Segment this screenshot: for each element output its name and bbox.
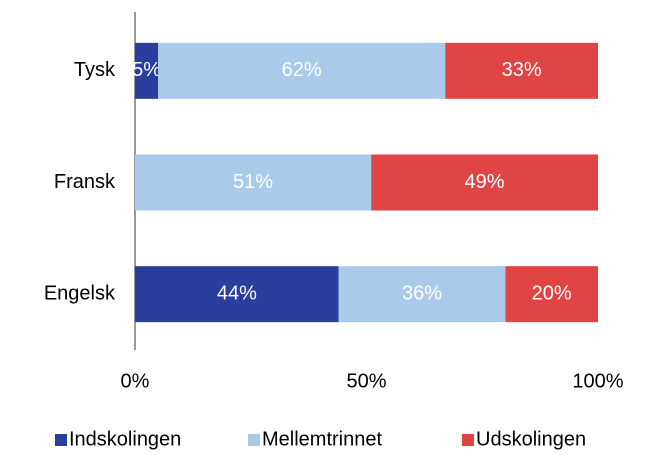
data-label: 51% [233, 171, 273, 193]
legend-marker [55, 434, 67, 446]
bar-segment [371, 154, 598, 211]
bar-segment [338, 266, 506, 323]
data-label: 62% [282, 59, 322, 81]
x-tick-label: 0% [121, 370, 150, 392]
data-label: 33% [502, 59, 542, 81]
legend-label: Indskolingen [69, 428, 181, 450]
bar-segment [445, 42, 598, 99]
legend-marker [462, 434, 474, 446]
bar-segment [135, 154, 372, 211]
y-tick-label: Engelsk [44, 282, 116, 304]
y-tick-label: Fransk [54, 171, 116, 193]
bar-segment [505, 266, 598, 323]
x-tick-label: 100% [572, 370, 623, 392]
legend-label: Mellemtrinnet [262, 428, 382, 450]
legend-label: Udskolingen [476, 428, 586, 450]
data-label: 36% [402, 282, 442, 304]
data-label: 49% [465, 171, 505, 193]
data-label: 44% [217, 282, 257, 304]
legend-marker [248, 434, 260, 446]
data-label: 20% [532, 282, 572, 304]
x-tick-label: 50% [346, 370, 386, 392]
bar-segment [135, 266, 339, 323]
bar-segment [135, 42, 159, 99]
data-label: 5% [132, 59, 161, 81]
bar-segment [158, 42, 446, 99]
y-tick-label: Tysk [74, 59, 116, 81]
